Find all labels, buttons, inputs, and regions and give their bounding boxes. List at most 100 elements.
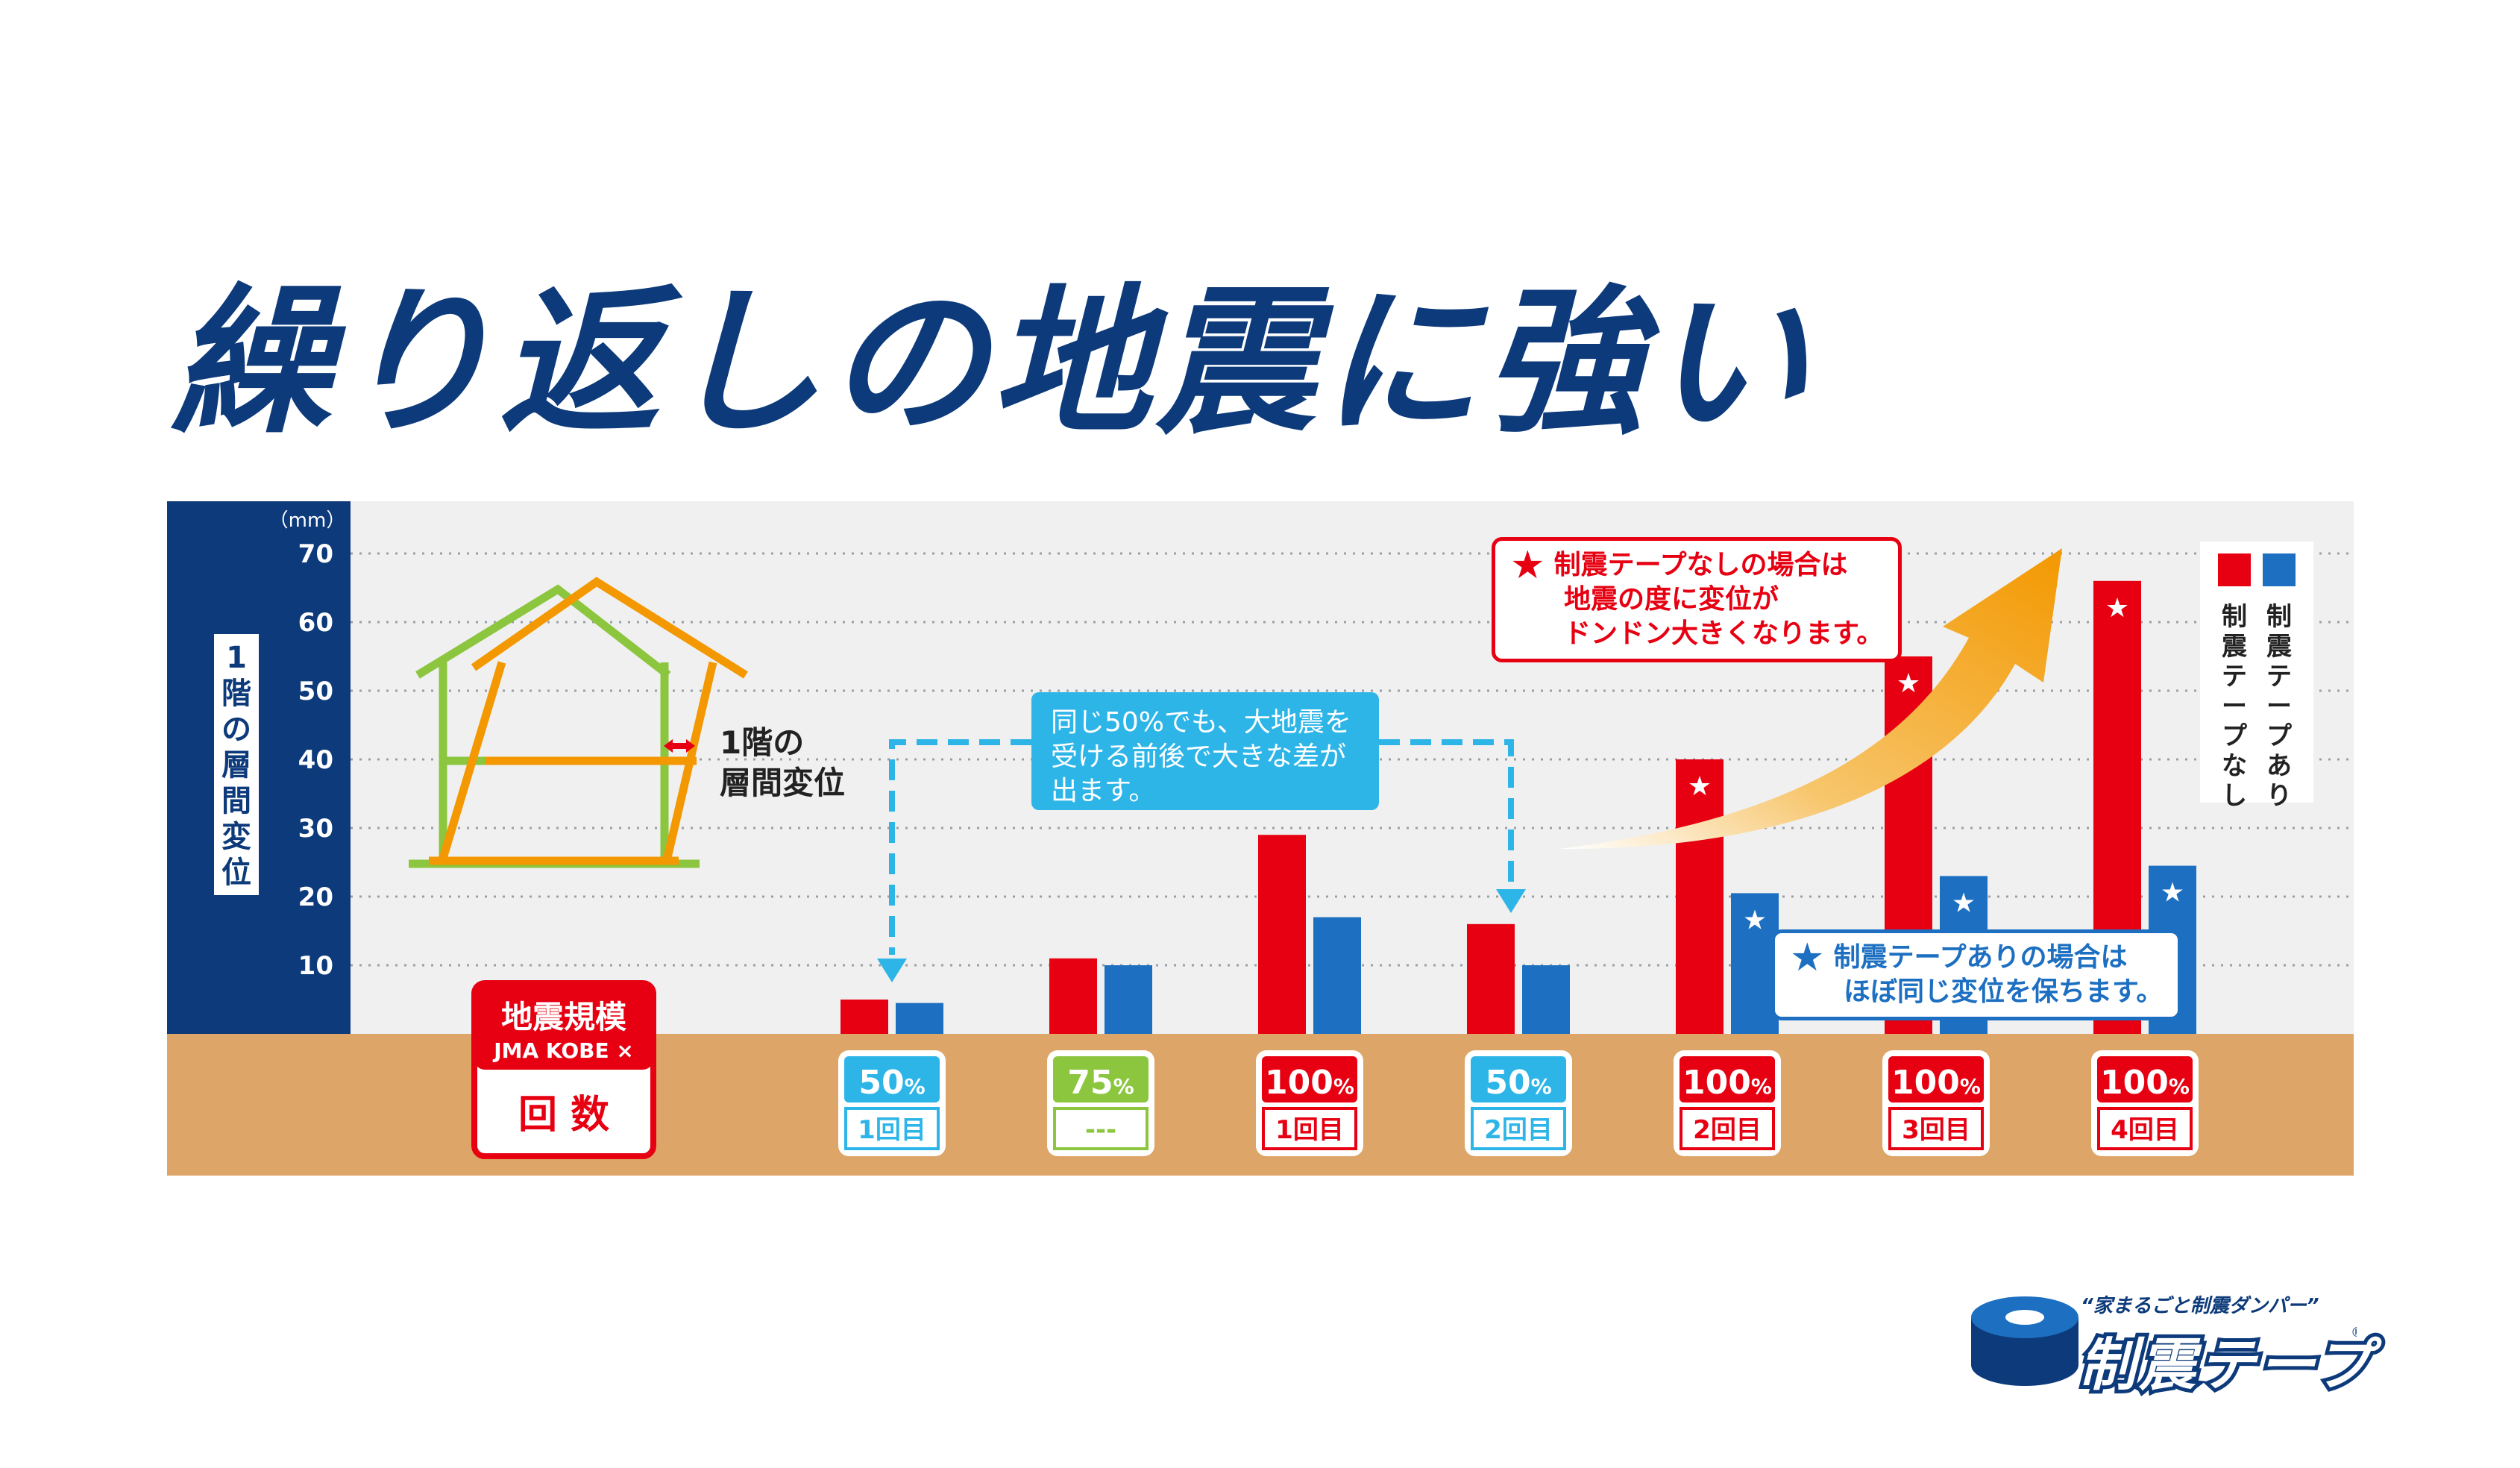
category-scale-pct: % — [1751, 1074, 1772, 1099]
legend-box — [2200, 542, 2313, 803]
star-icon: ★ — [1510, 543, 1545, 588]
category-count: 4回目 — [2111, 1115, 2179, 1145]
y-tick-label: 20 — [298, 882, 333, 912]
legend-label-char: テ — [2266, 662, 2292, 691]
blue-callout: ★ 制震テープありの場合は ほぼ同じ変位を保ちます。 — [1771, 929, 2182, 1020]
legend-label-char: し — [2222, 781, 2247, 811]
category-count: 2回目 — [1693, 1115, 1762, 1145]
category-scale-pct: % — [1960, 1074, 1981, 1099]
category-header: 地震規模 JMA KOBE × 回 数 — [471, 980, 656, 1159]
category-scale: 100% — [2100, 1064, 2190, 1102]
star-icon: ★ — [1688, 771, 1712, 802]
red-callout-line: 制震テープなしの場合は — [1553, 550, 1848, 580]
legend-label-char: ー — [2266, 691, 2292, 721]
category-count-box — [1471, 1107, 1566, 1150]
legend-label-char: 制 — [2222, 602, 2247, 632]
bar-without-tape — [1258, 835, 1306, 1034]
category-badge-top — [2097, 1056, 2193, 1102]
category-count-box — [1262, 1107, 1357, 1150]
bar-with-tape — [896, 1003, 943, 1034]
y-axis-label-char: 位 — [221, 856, 251, 890]
bar-without-tape — [1467, 923, 1515, 1034]
y-ticks: 10 20 30 40 50 60 70 — [298, 539, 333, 981]
category-count-box — [2097, 1107, 2193, 1150]
category-scale-pct: % — [2169, 1074, 2190, 1099]
note-arrowhead-right — [1496, 889, 1526, 913]
y-axis-label-char: 間 — [221, 784, 251, 818]
bar-star-marks: ★ ★ ★ ★ ★ ★ — [1688, 593, 2184, 936]
category-count: --- — [1085, 1115, 1116, 1145]
star-icon: ★ — [1897, 668, 1920, 699]
bar-without-tape — [840, 1000, 888, 1034]
red-callout: ★ 制震テープなしの場合は 地震の度に変位が ドンドン大きくなります。 — [1492, 537, 1902, 662]
legend-swatch — [2218, 553, 2251, 586]
red-callout-line: 地震の度に変位が — [1564, 584, 1779, 615]
annotation-note: 同じ50%でも、大地震を 受ける前後で大きな差が 出ます。 — [1031, 692, 1379, 810]
bar-with-tape — [1313, 917, 1361, 1034]
bar-with-tape — [1105, 965, 1152, 1034]
y-tick-label: 70 — [298, 539, 333, 569]
y-axis-label-char: 階 — [221, 677, 251, 711]
tape-roll-icon — [1971, 1296, 2078, 1386]
legend-label-char: 震 — [2222, 632, 2248, 662]
legend-label-char: な — [2222, 751, 2247, 781]
y-tick-label: 40 — [298, 745, 333, 775]
y-axis-label-char: 層 — [221, 748, 251, 782]
category-badge-top — [844, 1056, 940, 1102]
category-count-box — [1053, 1107, 1149, 1150]
category-scale: 100% — [1891, 1064, 1981, 1102]
logo-tagline: “家まるごと制震ダンパー” — [2081, 1295, 2319, 1317]
note-line: 出ます。 — [1051, 776, 1156, 806]
y-axis-label-char: 1 — [226, 641, 247, 675]
category-count: 1回目 — [1275, 1115, 1344, 1145]
blue-callout-line: ほぼ同じ変位を保ちます。 — [1844, 976, 2164, 1007]
category-scale: 100% — [1682, 1064, 1772, 1102]
star-icon: ★ — [1952, 888, 1976, 918]
bar-with-tape — [1522, 965, 1570, 1034]
legend-label-char: ー — [2222, 691, 2247, 721]
legend-label-char: プ — [2266, 721, 2292, 751]
bar-without-tape — [1049, 958, 1097, 1034]
trend-arrow — [1559, 548, 2062, 850]
y-tick-label: 60 — [298, 608, 333, 638]
house-label-line: 層間変位 — [720, 765, 845, 801]
category-count-box — [1888, 1107, 1984, 1150]
category-scale-value: 100 — [1891, 1064, 1960, 1102]
house-diagram — [409, 577, 748, 868]
header-badge-top — [474, 983, 653, 1070]
category-scale: 50% — [1485, 1064, 1551, 1102]
category-scale: 75% — [1067, 1064, 1134, 1102]
category-scale: 50% — [858, 1064, 925, 1102]
house-label-line: 1階の — [720, 724, 804, 761]
legend-label-char: り — [2266, 781, 2292, 811]
header-line3: 回 数 — [518, 1093, 609, 1138]
category-badges: 50% 1回目 75% --- 100% 1回目 50% 2回目 100% 2回目 100% 3回目 1… — [838, 1050, 2199, 1156]
legend-label-char: 制 — [2266, 602, 2292, 632]
y-tick-label: 50 — [298, 677, 333, 706]
category-scale: 100% — [1265, 1064, 1354, 1102]
category-badge-top — [1888, 1056, 1984, 1102]
note-line: 受ける前後で大きな差が — [1051, 741, 1347, 772]
legend-label-char: 震 — [2266, 632, 2293, 662]
y-unit: （mm） — [269, 509, 346, 532]
category-count-box — [1680, 1107, 1775, 1150]
note-line: 同じ50%でも、大地震を — [1051, 707, 1351, 738]
category-count-box — [844, 1107, 940, 1150]
category-scale-value: 100 — [1265, 1064, 1333, 1102]
category-count: 1回目 — [858, 1115, 926, 1145]
category-badge-top — [1471, 1056, 1566, 1102]
category-scale-value: 100 — [2100, 1064, 2169, 1102]
star-icon: ★ — [2105, 593, 2129, 624]
legend-label-char: あ — [2266, 751, 2292, 781]
note-arrowhead-left — [877, 959, 907, 982]
y-axis-label-char: 変 — [221, 820, 251, 854]
blue-callout-line: 制震テープありの場合は — [1833, 942, 2128, 973]
logo-name: 制震テープ — [2076, 1328, 2375, 1402]
category-scale-value: 50 — [858, 1064, 904, 1102]
category-scale-pct: % — [1333, 1074, 1354, 1099]
header-line2: JMA KOBE × — [492, 1038, 634, 1063]
category-badge-top — [1680, 1056, 1775, 1102]
red-callout-line: ドンドン大きくなります。 — [1564, 618, 1884, 649]
category-scale-value: 100 — [1682, 1064, 1751, 1102]
